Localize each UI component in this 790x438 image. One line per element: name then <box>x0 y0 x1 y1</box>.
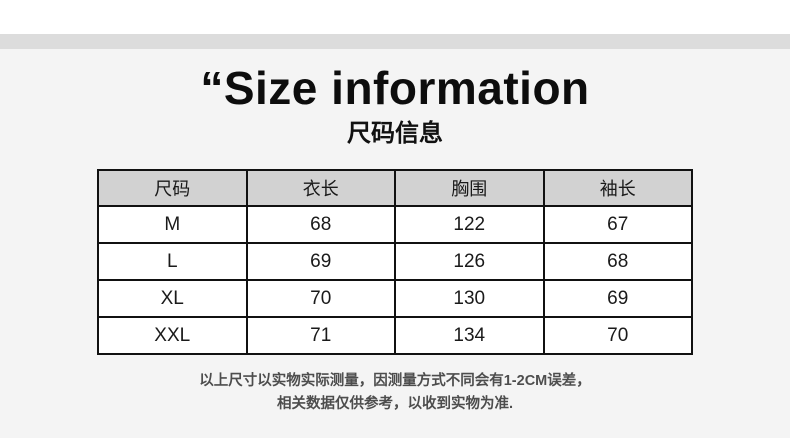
page-subtitle: 尺码信息 <box>347 120 443 147</box>
table-row: L 69 126 68 <box>97 242 693 281</box>
table-cell: 71 <box>245 316 396 355</box>
table-header-row: 尺码 衣长 胸围 袖长 <box>97 169 693 207</box>
table-row: XL 70 130 69 <box>97 279 693 318</box>
table-cell: XL <box>97 279 248 318</box>
table-cell: 70 <box>245 279 396 318</box>
page-title: “Size information <box>200 62 590 114</box>
size-information-section: “Size information 尺码信息 尺码 衣长 胸围 袖长 M 68 … <box>0 62 790 416</box>
table-cell: 130 <box>394 279 545 318</box>
table-cell: 69 <box>542 279 693 318</box>
header-cell-sleeve-length: 袖长 <box>542 169 693 207</box>
table-cell: 70 <box>542 316 693 355</box>
table-row: M 68 122 67 <box>97 205 693 244</box>
table-cell: 134 <box>394 316 545 355</box>
table-cell: 67 <box>542 205 693 244</box>
header-cell-garment-length: 衣长 <box>245 169 396 207</box>
table-cell: 122 <box>394 205 545 244</box>
divider-band <box>0 34 790 49</box>
top-white-strip <box>0 0 790 34</box>
table-cell: M <box>97 205 248 244</box>
table-cell: 68 <box>542 242 693 281</box>
disclaimer-line-2: 相关数据仅供参考，以收到实物为准. <box>276 396 514 412</box>
size-table: 尺码 衣长 胸围 袖长 M 68 122 67 L 69 126 68 XL 7… <box>97 169 693 355</box>
header-cell-chest: 胸围 <box>394 169 545 207</box>
table-cell: L <box>97 242 248 281</box>
header-cell-size: 尺码 <box>97 169 248 207</box>
table-cell: 126 <box>394 242 545 281</box>
table-cell: 69 <box>245 242 396 281</box>
table-cell: 68 <box>245 205 396 244</box>
disclaimer-line-1: 以上尺寸以实物实际测量，因测量方式不同会有1-2CM误差， <box>199 373 591 389</box>
table-cell: XXL <box>97 316 248 355</box>
table-row: XXL 71 134 70 <box>97 316 693 355</box>
measurement-disclaimer: 以上尺寸以实物实际测量，因测量方式不同会有1-2CM误差， 相关数据仅供参考，以… <box>0 370 790 416</box>
